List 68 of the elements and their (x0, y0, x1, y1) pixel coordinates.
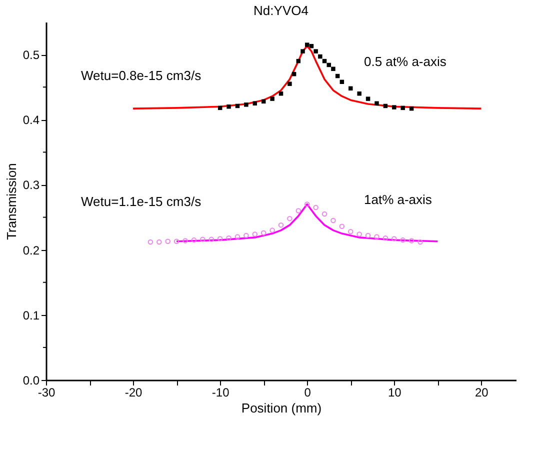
point (314, 49, 318, 54)
point (366, 96, 370, 101)
point (270, 228, 275, 233)
point (260, 230, 266, 236)
point (348, 228, 354, 234)
point (252, 232, 258, 237)
y-tick-label: 0.0 (22, 374, 40, 388)
point (400, 106, 405, 110)
point (330, 218, 336, 224)
point (252, 101, 258, 106)
series-label: 1at% a-axis (364, 192, 432, 207)
point (217, 236, 223, 242)
point (288, 82, 292, 86)
annotation: Wetu=1.1e-15 cm3/s (81, 194, 202, 209)
point (374, 234, 380, 240)
x-axis-title: Position (mm) (241, 400, 322, 416)
y-tick-label: 0.2 (22, 243, 40, 258)
y-tick-label: 0.1 (22, 308, 40, 322)
point (326, 62, 331, 68)
x-tick-label: 10 (388, 386, 402, 400)
point (226, 104, 231, 109)
point (400, 237, 406, 243)
point (270, 96, 274, 101)
point (148, 239, 154, 245)
y-tick-label: 0.5 (22, 48, 40, 62)
point (174, 238, 180, 244)
point (382, 235, 388, 241)
point (304, 202, 310, 207)
point (165, 238, 170, 244)
x-tick-label: 20 (475, 386, 489, 400)
point (244, 232, 249, 238)
x-tick-label: -10 (212, 386, 230, 400)
chart-title: Nd:YVO4 (254, 3, 308, 18)
point (278, 222, 284, 228)
point (191, 237, 197, 243)
point (392, 236, 397, 242)
point (408, 238, 414, 244)
point (357, 91, 362, 96)
point (313, 204, 318, 210)
point (374, 101, 379, 106)
point (318, 54, 322, 59)
y-tick-label: 0.4 (22, 113, 40, 128)
x-tick-label: -30 (38, 386, 56, 400)
point (287, 216, 292, 222)
x-tick-label: 0 (304, 386, 312, 400)
point (356, 232, 362, 237)
point (226, 235, 232, 241)
point (234, 234, 240, 240)
point (208, 236, 214, 242)
point (296, 208, 302, 214)
point (365, 232, 371, 238)
point (156, 239, 162, 245)
point (244, 102, 248, 107)
point (322, 211, 328, 217)
x-tick-label: -20 (124, 386, 143, 400)
point (300, 49, 305, 54)
point (392, 105, 396, 110)
point (304, 42, 310, 47)
point (182, 238, 188, 244)
point (348, 86, 353, 91)
point (200, 236, 206, 242)
y-tick-label: 0.3 (22, 178, 40, 192)
point (339, 224, 345, 229)
annotation: Wetu=0.8e-15 cm3/s (81, 68, 202, 83)
point (331, 66, 336, 71)
point (418, 239, 423, 245)
series-label: 0.5 at% a-axis (364, 54, 447, 69)
y-axis-title: Transmission (4, 163, 19, 240)
